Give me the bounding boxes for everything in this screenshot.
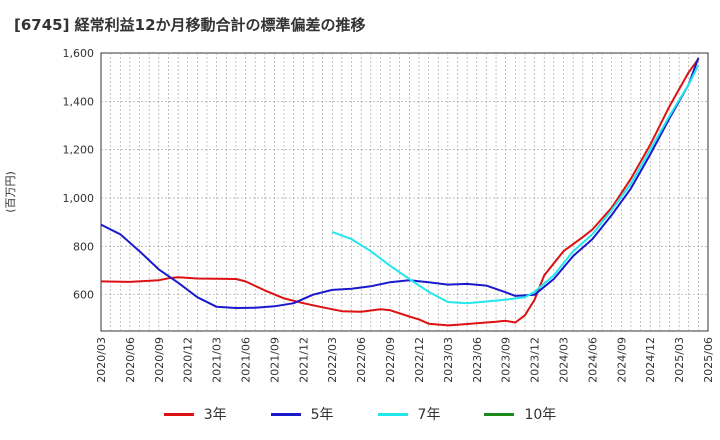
x-axis-ticks: 2020/03 2020/06 2020/09 2020/12 2021/03 2021/…	[95, 337, 715, 383]
x-tick-label: 2025/06	[702, 337, 715, 383]
x-tick-label: 2023/06	[471, 337, 484, 383]
y-axis-ticks: 600 800 1,000 1,200 1,400 1,600	[63, 47, 95, 302]
legend-label: 10年	[524, 407, 557, 423]
x-tick-label: 2021/09	[268, 337, 281, 383]
x-tick-label: 2023/03	[442, 337, 455, 383]
x-tick-label: 2022/12	[413, 337, 426, 383]
y-tick-label: 1,400	[63, 95, 95, 108]
x-tick-label: 2025/03	[673, 337, 686, 383]
x-tick-label: 2022/09	[384, 337, 397, 383]
x-tick-label: 2020/03	[95, 337, 108, 383]
y-tick-label: 1,200	[63, 144, 95, 157]
legend-swatch	[484, 412, 515, 416]
legend-label: 3年	[203, 407, 227, 423]
series-lines	[100, 57, 700, 327]
y-tick-label: 1,600	[63, 47, 95, 60]
x-tick-label: 2020/12	[182, 337, 195, 383]
x-tick-label: 2022/03	[326, 337, 339, 383]
x-tick-label: 2023/09	[500, 337, 513, 383]
grid-lines	[101, 53, 708, 331]
legend-item: 5年	[270, 404, 334, 424]
legend-swatch	[270, 412, 301, 416]
chart-title: [6745] 経常利益12か月移動合計の標準偏差の推移	[14, 16, 366, 34]
x-tick-label: 2020/09	[153, 337, 166, 383]
x-tick-label: 2020/06	[124, 337, 137, 383]
x-tick-label: 2023/12	[529, 337, 542, 383]
plot-area	[100, 52, 709, 332]
y-tick-label: 600	[73, 289, 94, 302]
series-line-5年	[100, 57, 700, 309]
x-tick-label: 2024/06	[586, 337, 599, 383]
legend: 3年 5年 7年 10年	[0, 404, 720, 424]
x-tick-label: 2024/12	[644, 337, 657, 383]
x-tick-label: 2021/03	[211, 337, 224, 383]
legend-item: 7年	[377, 404, 441, 424]
series-line-3年	[100, 58, 700, 327]
legend-label: 5年	[310, 407, 334, 423]
legend-swatch	[163, 412, 194, 416]
y-tick-label: 1,000	[63, 192, 95, 205]
x-tick-label: 2022/06	[355, 337, 368, 383]
x-tick-label: 2024/03	[557, 337, 570, 383]
x-tick-label: 2024/09	[615, 337, 628, 383]
series-line-7年	[331, 64, 700, 305]
x-tick-label: 2021/12	[297, 337, 310, 383]
legend-item: 10年	[484, 404, 556, 424]
legend-swatch	[377, 412, 408, 416]
x-tick-label: 2021/06	[240, 337, 253, 383]
y-axis-label: (百万円)	[4, 171, 17, 213]
legend-item: 3年	[163, 404, 227, 424]
legend-label: 7年	[417, 407, 441, 423]
y-tick-label: 800	[73, 240, 94, 253]
